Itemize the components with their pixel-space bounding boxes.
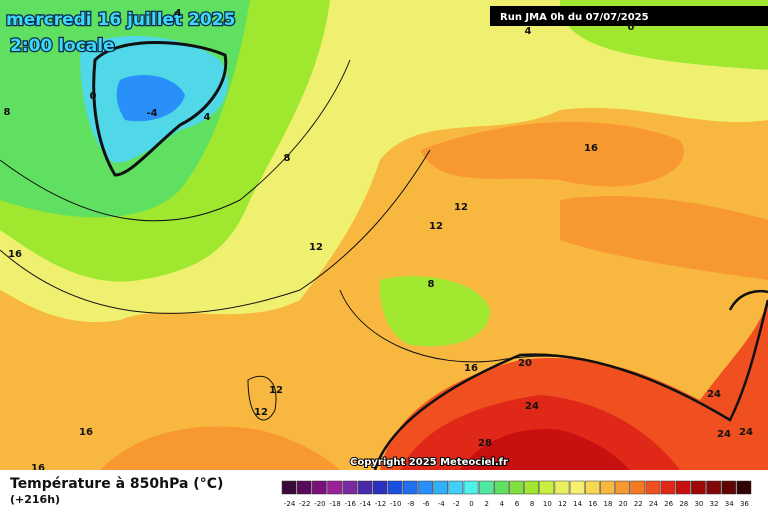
scale-swatch	[281, 480, 297, 495]
scale-swatch	[296, 480, 312, 495]
map-title: mercredi 16 juillet 2025	[6, 10, 235, 30]
scale-swatch	[463, 480, 479, 495]
scale-label: -6	[423, 500, 431, 508]
scale-swatch	[478, 480, 494, 495]
scale-label: 36	[740, 500, 749, 508]
scale-label: 20	[619, 500, 628, 508]
scale-label: -16	[345, 500, 357, 508]
copyright: Copyright 2025 Meteociel.fr	[350, 457, 508, 468]
scale-label: -20	[314, 500, 325, 508]
scale-swatch	[721, 480, 737, 495]
scale-label: 34	[725, 500, 734, 508]
contour-label: -4	[146, 108, 157, 119]
scale-swatch	[524, 480, 539, 495]
scale-swatch	[569, 480, 585, 495]
scale-swatch	[448, 480, 464, 495]
contour-label: 12	[254, 407, 268, 418]
scale-swatch	[403, 480, 418, 495]
contour-label: 24	[525, 401, 539, 412]
scale-label: 4	[500, 500, 505, 508]
scale-label: 8	[530, 500, 534, 508]
scale-swatch	[372, 480, 388, 495]
contour-labels: 4 0 -4 4 8 8 12 12 16 16 12 8 16 20 24 2…	[4, 8, 753, 474]
contour-label: 8	[428, 279, 435, 290]
scale-label: -14	[360, 500, 372, 508]
legend-subtitle: (+216h)	[10, 493, 60, 506]
contour-label: 28	[478, 438, 492, 449]
contour-label: 0	[90, 91, 97, 102]
contour-label: 16	[79, 427, 93, 438]
scale-swatch	[433, 480, 449, 495]
scale-label: -2	[453, 500, 460, 508]
scale-label: -4	[438, 500, 446, 508]
map-time: 2:00 locale	[10, 36, 115, 56]
scale-swatch	[706, 480, 721, 495]
scale-swatch	[387, 480, 403, 495]
scale-swatch	[736, 480, 752, 495]
contour-label: 20	[518, 358, 532, 369]
contour-label: 12	[429, 221, 443, 232]
scale-label: -10	[390, 500, 401, 508]
scale-label: 2	[484, 500, 488, 508]
contour-label: 16	[8, 249, 22, 260]
scale-swatch	[342, 480, 358, 495]
scale-swatch	[675, 480, 691, 495]
scale-swatch	[327, 480, 342, 495]
scale-label: 22	[634, 500, 643, 508]
contour-label: 4	[525, 26, 532, 37]
scale-swatch	[494, 480, 509, 495]
scale-swatch	[615, 480, 630, 495]
scale-label: 12	[558, 500, 567, 508]
scale-label: 28	[679, 500, 688, 508]
scale-label: 30	[694, 500, 703, 508]
scale-swatch	[312, 480, 327, 495]
scale-swatch	[584, 480, 600, 495]
scale-swatch	[645, 480, 661, 495]
scale-label: 6	[515, 500, 520, 508]
contour-label: 0	[628, 22, 635, 33]
scale-label: -8	[407, 500, 414, 508]
scale-label: -22	[299, 500, 310, 508]
scale-label: 24	[649, 500, 658, 508]
scale-swatch	[418, 480, 433, 495]
scale-label: 32	[710, 500, 719, 508]
scale-swatch	[509, 480, 524, 495]
contours	[0, 41, 768, 471]
scale-label: 26	[664, 500, 673, 508]
scale-label: 10	[543, 500, 552, 508]
contour-label: 4	[175, 8, 182, 19]
scale-label: -18	[329, 500, 340, 508]
contour-label: 4	[204, 112, 211, 123]
color-scale: -24 -22 -20 -18 -16 -14 -12 -10 -8 -6 -4 -2 0 2 4 6 8 10 1…	[281, 480, 752, 508]
contour-label: 24	[707, 389, 721, 400]
contour-label: 12	[269, 385, 283, 396]
scale-label: -24	[284, 500, 296, 508]
contour-label: 12	[309, 242, 323, 253]
run-banner	[490, 6, 768, 26]
run-label: Run JMA 0h du 07/07/2025	[500, 12, 649, 23]
contour-label: 8	[284, 153, 291, 164]
contour-label: 16	[584, 143, 598, 154]
scale-swatch	[539, 480, 555, 495]
contour-label: 24	[739, 427, 753, 438]
contour-label: 16	[464, 363, 478, 374]
scale-swatch	[357, 480, 373, 495]
scale-swatch	[600, 480, 615, 495]
scale-swatch	[660, 480, 676, 495]
contour-label: 12	[454, 202, 468, 213]
scale-swatch	[691, 480, 706, 495]
contour-label: 8	[4, 107, 11, 118]
legend-title: Température à 850hPa (°C)	[10, 476, 223, 492]
scale-label: 0	[469, 500, 473, 508]
contour-label: 16	[31, 463, 45, 474]
scale-swatch	[554, 480, 570, 495]
contour-label: 24	[717, 429, 731, 440]
scale-label: 18	[604, 500, 613, 508]
scale-swatch	[630, 480, 646, 495]
map-background	[0, 0, 768, 470]
scale-label: 16	[588, 500, 597, 508]
scale-label: -12	[375, 500, 386, 508]
scale-label: 14	[573, 500, 582, 508]
